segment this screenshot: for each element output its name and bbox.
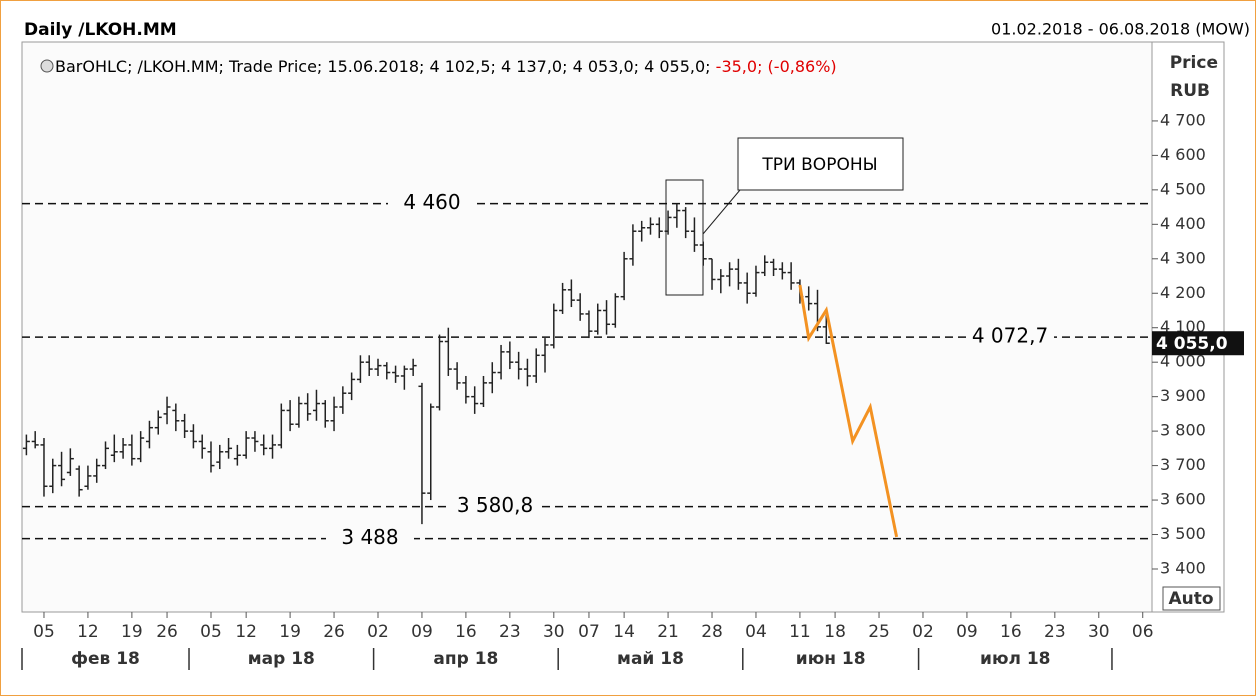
x-tick-label: 19 xyxy=(121,622,143,642)
x-tick-label: 19 xyxy=(279,622,301,642)
y-tick-label: 4 700 xyxy=(1160,110,1206,129)
x-tick-label: 02 xyxy=(367,622,389,642)
x-tick-label: 09 xyxy=(956,622,978,642)
legend-change: -35,0; (-0,86%) xyxy=(716,57,837,76)
x-tick-label: 25 xyxy=(868,622,890,642)
y-tick-label: 4 600 xyxy=(1160,145,1206,164)
header-range: 01.02.2018 - 06.08.2018 (MOW) xyxy=(991,20,1250,39)
y-tick-label: 4 500 xyxy=(1160,179,1206,198)
annotation: ТРИ ВОРОНЫ xyxy=(761,155,877,175)
x-tick-label: 07 xyxy=(578,622,600,642)
y-tick-label: 4 200 xyxy=(1160,283,1206,302)
x-tick-label: 05 xyxy=(200,622,222,642)
callout-line xyxy=(702,189,741,235)
x-tick-label: 23 xyxy=(1044,622,1066,642)
x-tick-label: 16 xyxy=(455,622,477,642)
x-tick-label: 06 xyxy=(1132,622,1154,642)
month-label: мар 18 xyxy=(248,649,315,669)
plot-area xyxy=(21,41,1153,613)
y-tick-label: 3 700 xyxy=(1160,455,1206,474)
y-tick-label: 4 300 xyxy=(1160,248,1206,267)
axis-title: Price xyxy=(1170,53,1218,73)
month-label: июл 18 xyxy=(980,649,1050,669)
x-tick-label: 11 xyxy=(789,622,811,642)
x-tick-label: 12 xyxy=(235,622,257,642)
legend: BarOHLC; /LKOH.MM; Trade Price; 15.06.20… xyxy=(55,57,837,76)
month-label: май 18 xyxy=(617,649,684,669)
y-tick-label: 3 400 xyxy=(1160,558,1206,577)
level-label: 4 460 xyxy=(403,190,460,214)
projection-line xyxy=(798,284,899,538)
level-label-bg xyxy=(388,191,476,216)
x-tick-label: 09 xyxy=(411,622,433,642)
auto-label[interactable]: Auto xyxy=(1168,589,1213,609)
month-label: фев 18 xyxy=(71,649,140,669)
level-label: 4 072,7 xyxy=(972,324,1048,348)
y-tick-label: 4 000 xyxy=(1160,352,1206,371)
x-tick-label: 30 xyxy=(543,622,565,642)
x-tick-label: 16 xyxy=(1000,622,1022,642)
x-tick-label: 14 xyxy=(613,622,635,642)
month-label: апр 18 xyxy=(433,649,498,669)
axis-title: RUB xyxy=(1170,81,1210,101)
legend-text: BarOHLC; /LKOH.MM; Trade Price; 15.06.20… xyxy=(55,57,711,76)
price-axis xyxy=(1151,41,1225,613)
y-tick-label: 4 400 xyxy=(1160,214,1206,233)
legend-icon xyxy=(40,59,54,73)
auto-button[interactable] xyxy=(1162,586,1221,611)
x-tick-label: 04 xyxy=(745,622,767,642)
level-label: 3 488 xyxy=(341,525,398,549)
x-tick-label: 12 xyxy=(77,622,99,642)
x-tick-label: 18 xyxy=(824,622,846,642)
level-label-bg xyxy=(451,494,539,519)
x-tick-label: 05 xyxy=(33,622,55,642)
x-tick-label: 26 xyxy=(323,622,345,642)
level-label-bg xyxy=(966,325,1054,350)
x-tick-label: 02 xyxy=(912,622,934,642)
y-tick-label: 3 800 xyxy=(1160,421,1206,440)
header-title: Daily /LKOH.MM xyxy=(24,20,177,40)
x-tick-label: 26 xyxy=(156,622,178,642)
callout-box xyxy=(737,137,904,191)
level-label-bg xyxy=(326,526,414,551)
x-tick-label: 28 xyxy=(701,622,723,642)
level-label: 3 580,8 xyxy=(457,493,533,517)
x-tick-label: 23 xyxy=(499,622,521,642)
y-tick-label: 3 900 xyxy=(1160,386,1206,405)
y-tick-label: 3 600 xyxy=(1160,490,1206,509)
x-tick-label: 21 xyxy=(657,622,679,642)
x-tick-label: 30 xyxy=(1088,622,1110,642)
y-tick-label: 3 500 xyxy=(1160,524,1206,543)
month-label: июн 18 xyxy=(796,649,866,669)
last-price-box xyxy=(1152,331,1244,356)
pattern-box xyxy=(665,179,704,296)
last-price-label: 4 055,0 xyxy=(1156,334,1228,354)
